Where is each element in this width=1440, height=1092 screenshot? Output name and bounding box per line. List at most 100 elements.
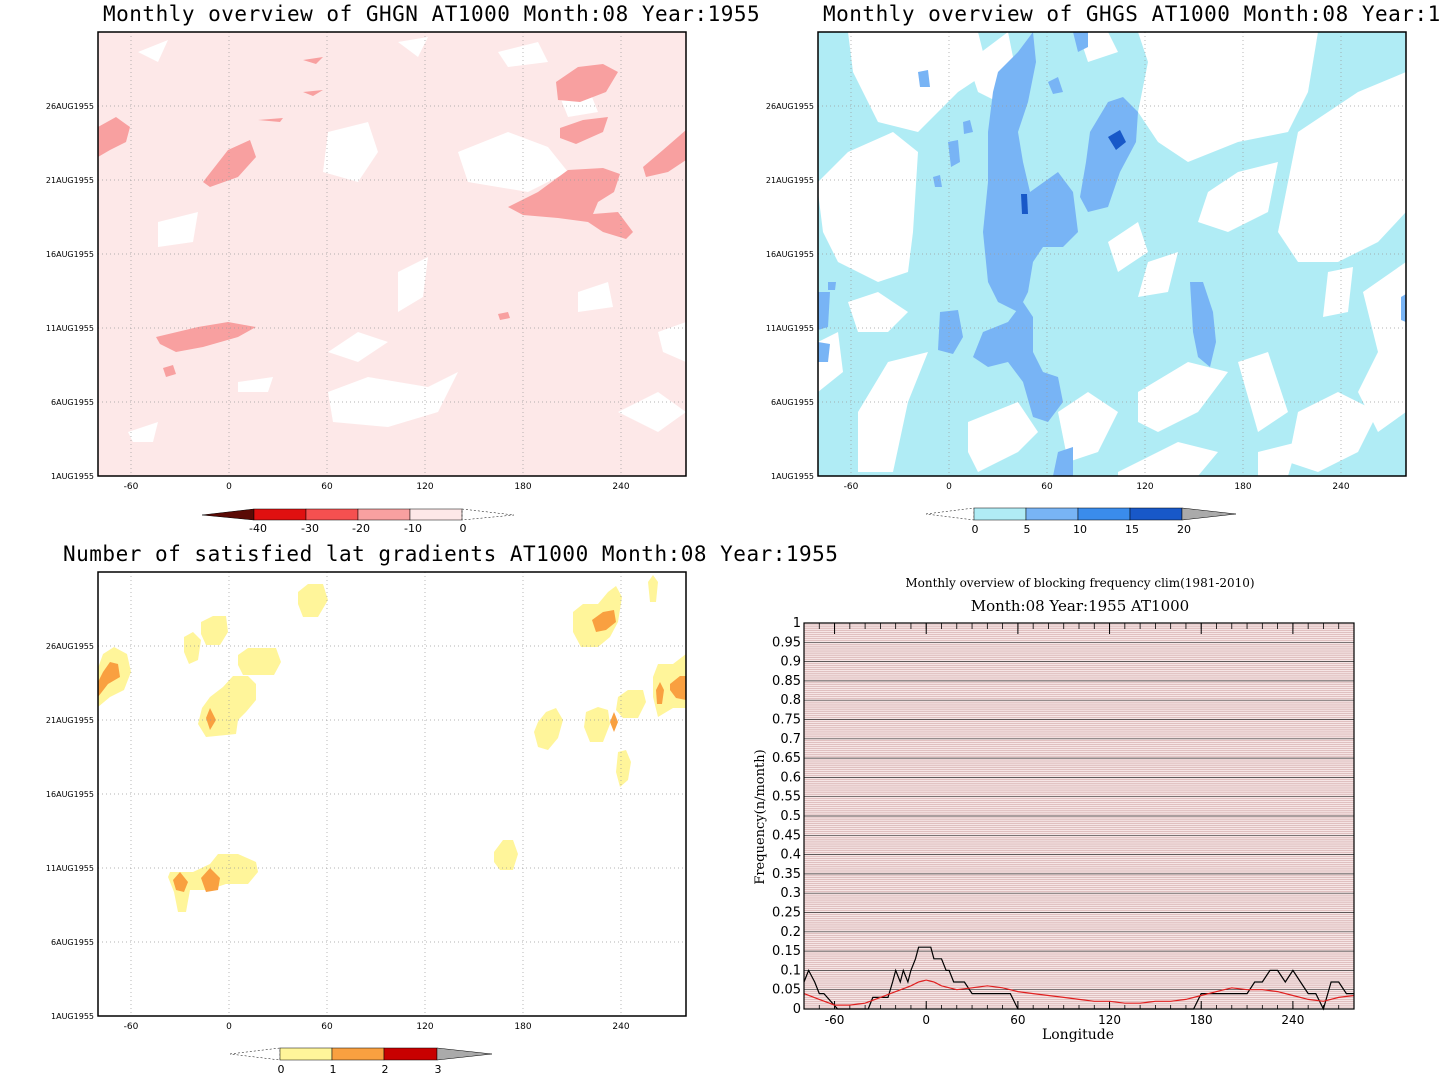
y-tick: 0.5: [780, 809, 801, 824]
x-tick: 60: [321, 482, 333, 492]
y-tick: 26AUG1955: [46, 642, 94, 651]
ghgs-map: -60 0 60 120 180 240 1AUG1955 6AUG1955 1…: [766, 31, 1407, 536]
x-tick: 240: [1281, 1013, 1304, 1027]
x-tick: 0: [226, 482, 232, 492]
y-tick: 26AUG1955: [766, 102, 814, 111]
ghgs-x-ticks: -60 0 60 120 180 240: [844, 482, 1350, 492]
ghgs-legend-label: 0: [972, 523, 979, 536]
x-tick: 0: [226, 1022, 232, 1032]
ghgs-title: Monthly overview of GHGS AT1000 Month:08…: [823, 2, 1440, 26]
y-tick: 0.1: [780, 963, 801, 978]
y-tick: 0.05: [772, 983, 801, 998]
y-tick: 0.9: [780, 655, 801, 670]
y-tick: 6AUG1955: [51, 398, 94, 407]
x-tick: 180: [1190, 1013, 1213, 1027]
ghgs-dark-areas: [1021, 130, 1126, 214]
ghgn-legend-label: -30: [301, 522, 319, 535]
x-tick: 120: [1136, 482, 1153, 492]
grad-two-areas: [98, 610, 686, 892]
ghgn-legend-label: -20: [352, 522, 370, 535]
x-axis-label: Longitude: [1042, 1027, 1114, 1043]
y-tick: 0.55: [772, 790, 801, 805]
x-tick: 180: [514, 1022, 531, 1032]
grad-legend-label: 0: [278, 1063, 285, 1076]
series-line-1: [803, 979, 1355, 1006]
y-tick: 16AUG1955: [46, 790, 94, 799]
grad-legend-label: 1: [330, 1063, 337, 1076]
blocking-chart: 0 0.05 0.1 0.15 0.2 0.25 0.3 0.35 0.4 0.45 0.5 0.55…: [753, 616, 1355, 1043]
y-tick: 0.8: [780, 693, 801, 708]
y-tick: 0.45: [772, 828, 801, 843]
y-tick: 0.3: [780, 886, 801, 901]
x-tick: -60: [124, 482, 139, 492]
grad-legend-label: 2: [382, 1063, 389, 1076]
ghgs-y-ticks: 1AUG1955 6AUG1955 11AUG1955 16AUG1955 21…: [766, 102, 814, 481]
blocking-plot-area: 0 0.05 0.1 0.15 0.2 0.25 0.3 0.35 0.4 0.45 0.5 0.55…: [772, 616, 1355, 1027]
x-tick: 60: [321, 1022, 333, 1032]
y-tick: 1AUG1955: [51, 472, 94, 481]
x-tick: -60: [124, 1022, 139, 1032]
y-tick: 6AUG1955: [771, 398, 814, 407]
blocking-chart-title: Monthly overview of blocking frequency c…: [905, 576, 1255, 590]
grad-map: -60 0 60 120 180 240 1AUG1955 6AUG1955 1…: [46, 571, 687, 1076]
y-tick: 11AUG1955: [46, 864, 94, 873]
y-tick: 0.85: [772, 674, 801, 689]
x-tick: -60: [825, 1013, 845, 1027]
ghgn-map: -60 0 60 120 180 240 1AUG1955 6AUG1955 1…: [46, 31, 687, 535]
ghgn-x-ticks: -60 0 60 120 180 240: [124, 482, 630, 492]
y-tick: 26AUG1955: [46, 102, 94, 111]
ghgs-colorbar: 0 5 10 15 20: [925, 507, 1237, 536]
ghgs-legend-label: 5: [1024, 523, 1031, 536]
x-tick: 240: [612, 482, 629, 492]
y-tick: 16AUG1955: [46, 250, 94, 259]
y-tick: 0.65: [772, 751, 801, 766]
x-tick: 60: [1010, 1013, 1025, 1027]
x-tick: 120: [416, 482, 433, 492]
blocking-chart-subtitle: Month:08 Year:1955 AT1000: [970, 597, 1190, 615]
grad-x-ticks: -60 0 60 120 180 240: [124, 1022, 630, 1032]
grad-colorbar: 0 1 2 3: [229, 1047, 493, 1076]
x-tick: 180: [514, 482, 531, 492]
ghgn-legend-label: -10: [404, 522, 422, 535]
y-tick: 21AUG1955: [46, 176, 94, 185]
ghgn-white-areas: [128, 37, 686, 442]
x-tick: 0: [946, 482, 952, 492]
x-tick: 240: [1332, 482, 1349, 492]
y-tick: 11AUG1955: [766, 324, 814, 333]
x-tick: 180: [1234, 482, 1251, 492]
plot-frame: [803, 622, 1355, 1010]
x-tick: 120: [416, 1022, 433, 1032]
ghgn-colorbar: -40 -30 -20 -10 0: [201, 508, 515, 535]
x-tick: 120: [1098, 1013, 1121, 1027]
x-tick: -60: [844, 482, 859, 492]
y-tick: 6AUG1955: [51, 938, 94, 947]
y-tick: 0: [793, 1002, 801, 1017]
y-tick: 1: [793, 616, 801, 631]
y-tick: 0.2: [780, 925, 801, 940]
y-tick: 11AUG1955: [46, 324, 94, 333]
grad-title: Number of satisfied lat gradients AT1000…: [63, 542, 839, 566]
ghgn-title: Monthly overview of GHGN AT1000 Month:08…: [103, 2, 761, 26]
ghgs-legend-label: 20: [1177, 523, 1191, 536]
ghgn-legend-label: 0: [460, 522, 467, 535]
grad-y-ticks: 1AUG1955 6AUG1955 11AUG1955 16AUG1955 21…: [46, 642, 94, 1021]
x-tick: 0: [922, 1013, 930, 1027]
y-tick: 0.75: [772, 713, 801, 728]
y-tick: 21AUG1955: [766, 176, 814, 185]
ghgn-y-ticks: 1AUG1955 6AUG1955 11AUG1955 16AUG1955 21…: [46, 102, 94, 481]
ghgn-legend-label: -40: [249, 522, 267, 535]
x-tick: 240: [612, 1022, 629, 1032]
y-tick: 0.15: [772, 944, 801, 959]
ghgs-legend-label: 10: [1073, 523, 1087, 536]
grad-legend-label: 3: [435, 1063, 442, 1076]
y-tick: 16AUG1955: [766, 250, 814, 259]
y-tick: 21AUG1955: [46, 716, 94, 725]
y-tick: 0.4: [780, 848, 801, 863]
series-line-0: [803, 946, 1354, 1011]
y-tick: 0.95: [772, 635, 801, 650]
ghgs-legend-label: 15: [1125, 523, 1139, 536]
y-tick: 0.6: [780, 770, 801, 785]
ghgs-white-areas: [818, 32, 1406, 476]
x-tick: 60: [1041, 482, 1053, 492]
y-tick: 1AUG1955: [771, 472, 814, 481]
